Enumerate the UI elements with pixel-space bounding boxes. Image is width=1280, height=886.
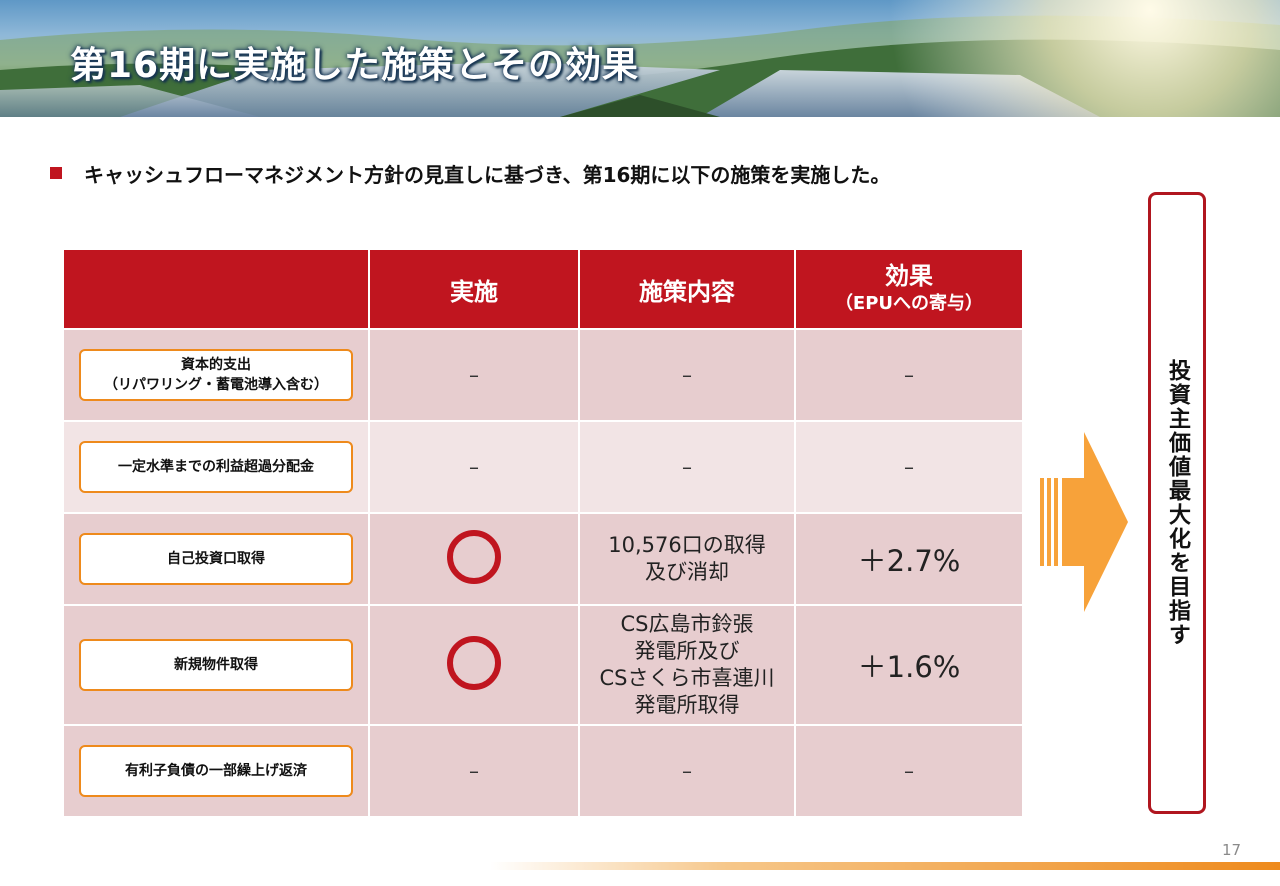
table-row: 資本的支出 （リパワリング・蓄電池導入含む） – – –	[62, 328, 1024, 422]
goal-box: 投資主価値最大化を目指す	[1148, 192, 1206, 814]
table-row: 自己投資口取得 10,576口の取得 及び消却 ＋2.7%	[62, 512, 1024, 606]
page-title: 第16期に実施した施策とその効果	[70, 45, 640, 86]
table-row: 一定水準までの利益超過分配金 – – –	[62, 420, 1024, 514]
square-bullet-icon	[50, 167, 62, 179]
header-effect-title: 効果	[885, 262, 933, 290]
measure-label-box: 自己投資口取得	[79, 533, 353, 585]
header-label-cell	[62, 248, 370, 330]
effect-value: ＋2.7%	[857, 544, 961, 578]
effect-cell: –	[794, 420, 1024, 514]
implemented-circle-icon	[447, 636, 501, 690]
measure-label-line: 新規物件取得	[174, 657, 258, 673]
effect-value: –	[904, 363, 914, 387]
solar-farm-landscape-image	[0, 0, 1280, 117]
content-line: 発電所及び	[634, 639, 740, 663]
measure-label-line: （リパワリング・蓄電池導入含む）	[104, 377, 328, 393]
table-row: 新規物件取得 CS広島市鈴張 発電所及び CSさくら市喜連川 発電所取得 ＋1.6%	[62, 604, 1024, 726]
table-header-row: 実施 施策内容 効果 （EPUへの寄与）	[62, 248, 1024, 330]
measure-label-line: 資本的支出	[181, 357, 251, 373]
goal-text: 投資主価値最大化を目指す	[1165, 359, 1190, 647]
content-line: 及び消却	[645, 560, 729, 584]
content-line: 発電所取得	[634, 693, 740, 717]
header-implementation: 実施	[368, 248, 580, 330]
not-implemented-dash: –	[469, 759, 479, 783]
content-cell: –	[578, 724, 796, 818]
measure-label-box: 資本的支出 （リパワリング・蓄電池導入含む）	[79, 349, 353, 401]
content-line: CSさくら市喜連川	[599, 666, 775, 690]
effect-value: –	[904, 759, 914, 783]
not-implemented-dash: –	[469, 363, 479, 387]
implementation-cell	[368, 604, 580, 726]
lead-statement: キャッシュフローマネジメント方針の見直しに基づき、第16期に以下の施策を実施した…	[50, 158, 890, 188]
measure-label-box: 新規物件取得	[79, 639, 353, 691]
effect-value: –	[904, 455, 914, 479]
implementation-cell: –	[368, 724, 580, 818]
measure-label-cell: 有利子負債の一部繰上げ返済	[62, 724, 370, 818]
implementation-cell	[368, 512, 580, 606]
header-effect-subtitle: （EPUへの寄与）	[834, 293, 984, 314]
content-cell: CS広島市鈴張 発電所及び CSさくら市喜連川 発電所取得	[578, 604, 796, 726]
effect-cell: –	[794, 724, 1024, 818]
page-number: 17	[1222, 841, 1242, 859]
content-cell: 10,576口の取得 及び消却	[578, 512, 796, 606]
footer-gradient-bar	[490, 862, 1280, 870]
implementation-cell: –	[368, 328, 580, 422]
effect-cell: ＋2.7%	[794, 512, 1024, 606]
content-line: CS広島市鈴張	[620, 612, 754, 636]
content-line: 10,576口の取得	[608, 533, 766, 557]
content-cell: –	[578, 328, 796, 422]
not-implemented-dash: –	[469, 455, 479, 479]
table-row: 有利子負債の一部繰上げ返済 – – –	[62, 724, 1024, 818]
measure-label-cell: 自己投資口取得	[62, 512, 370, 606]
measure-label-line: 自己投資口取得	[167, 551, 265, 567]
implemented-circle-icon	[447, 530, 501, 584]
measure-label-cell: 新規物件取得	[62, 604, 370, 726]
effect-value: ＋1.6%	[857, 650, 961, 684]
implementation-cell: –	[368, 420, 580, 514]
measure-label-line: 有利子負債の一部繰上げ返済	[125, 763, 307, 779]
measure-label-cell: 資本的支出 （リパワリング・蓄電池導入含む）	[62, 328, 370, 422]
header-content: 施策内容	[578, 248, 796, 330]
header-banner: 第16期に実施した施策とその効果	[0, 0, 1280, 117]
effect-cell: ＋1.6%	[794, 604, 1024, 726]
content-line: –	[682, 455, 692, 479]
measure-label-line: 一定水準までの利益超過分配金	[118, 459, 314, 475]
measure-label-box: 一定水準までの利益超過分配金	[79, 441, 353, 493]
header-effect: 効果 （EPUへの寄与）	[794, 248, 1024, 330]
right-arrow-icon	[1040, 432, 1128, 612]
measure-label-cell: 一定水準までの利益超過分配金	[62, 420, 370, 514]
measures-table: 実施 施策内容 効果 （EPUへの寄与） 資本的支出 （リパワリング・蓄電池導入含…	[62, 248, 1024, 818]
measure-label-box: 有利子負債の一部繰上げ返済	[79, 745, 353, 797]
effect-cell: –	[794, 328, 1024, 422]
content-line: –	[682, 363, 692, 387]
lead-text: キャッシュフローマネジメント方針の見直しに基づき、第16期に以下の施策を実施した…	[84, 162, 891, 187]
content-line: –	[682, 759, 692, 783]
content-cell: –	[578, 420, 796, 514]
